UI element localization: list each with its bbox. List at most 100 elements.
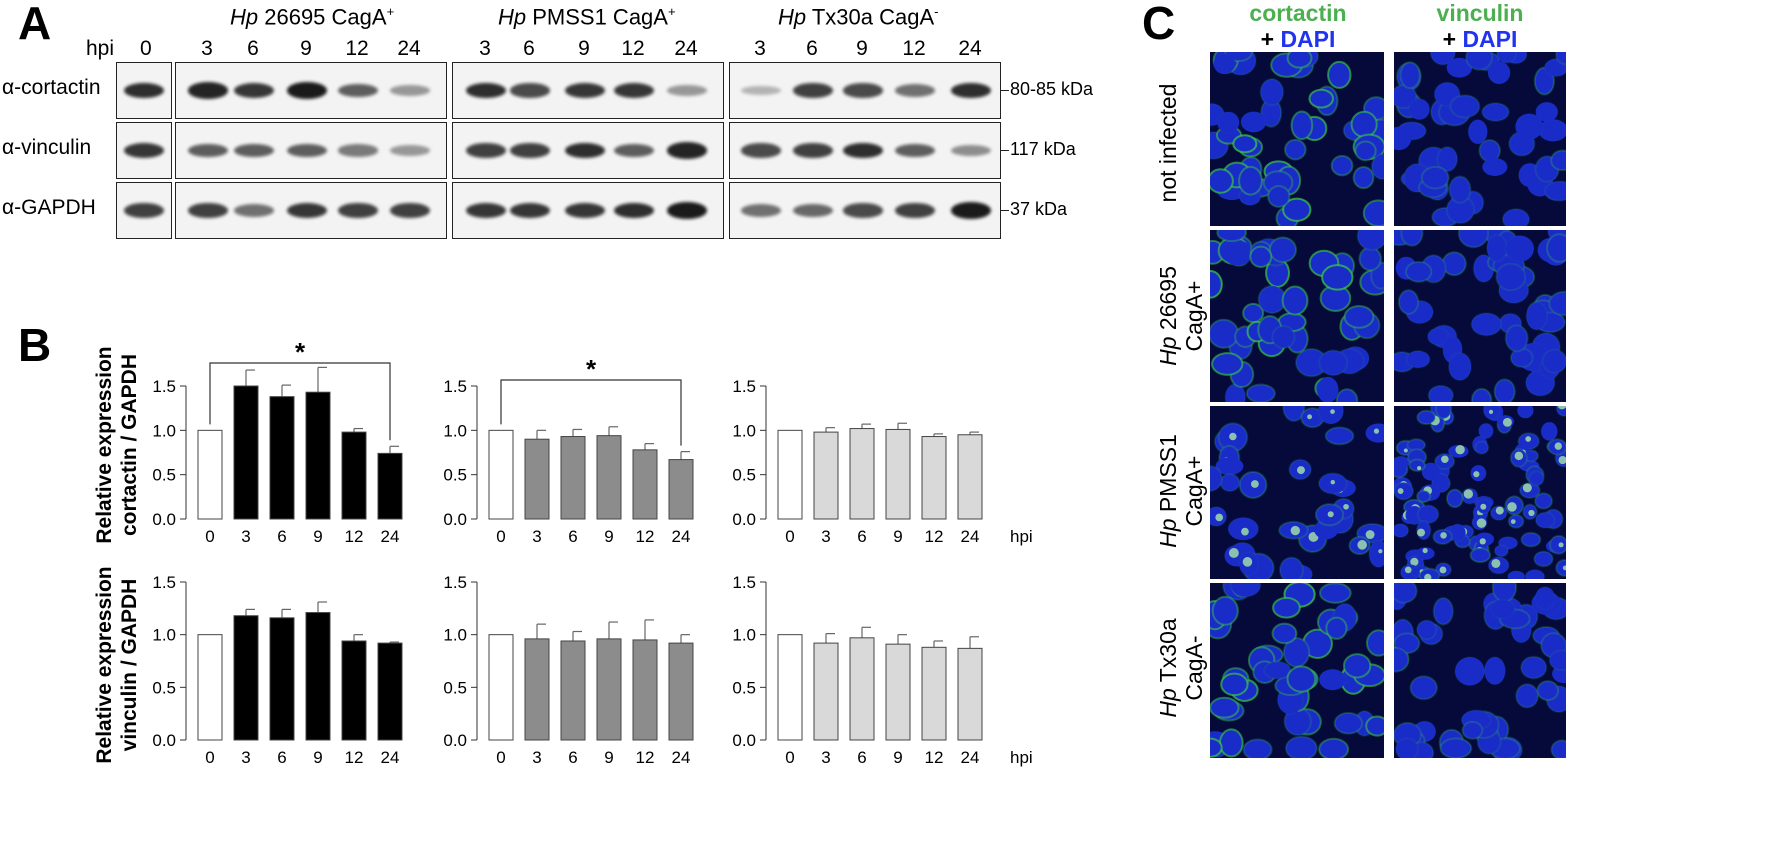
- blot-band: [466, 143, 506, 158]
- bar: [596, 638, 622, 741]
- blot-row-label: α-cortactin: [2, 76, 101, 99]
- micrograph: [1394, 406, 1566, 579]
- x-tick-label: 12: [345, 527, 364, 546]
- x-tick-label: 24: [961, 748, 980, 767]
- blot-band: [741, 143, 781, 158]
- column-header-cortactin: cortactin + DAPI: [1249, 0, 1347, 52]
- x-tick-label: 0: [205, 527, 214, 546]
- blot-box: [116, 62, 172, 119]
- column-header-vinculin: vinculin + DAPI: [1436, 0, 1524, 52]
- time-label: 9: [578, 37, 590, 60]
- time-label: 6: [523, 37, 535, 60]
- y-tick-label: 0.5: [152, 466, 176, 485]
- x-tick-label: 0: [205, 748, 214, 767]
- blot-band: [234, 82, 274, 99]
- bar: [524, 638, 550, 741]
- blot-band: [741, 204, 781, 217]
- y-tick-label: 1.5: [732, 573, 756, 592]
- bar-charts: 0.0 0.5 1.0 1.5 0 3 6 9 12 24 * 0.0 0.5 1.0 1.5 0 3 6 9 12 2…: [152, 337, 1033, 767]
- y-tick-label: 0.5: [732, 466, 756, 485]
- micrograph: [1394, 52, 1566, 226]
- bar: [957, 647, 983, 741]
- y-tick-label: 1.5: [443, 573, 467, 592]
- blot-band: [390, 145, 430, 156]
- x-unit-label: hpi: [1010, 527, 1033, 546]
- blot-band: [234, 143, 274, 158]
- blot-box: [116, 122, 172, 179]
- micrograph: [1394, 230, 1566, 402]
- blot-band: [188, 203, 228, 218]
- x-tick-label: 12: [636, 527, 655, 546]
- significance-bracket: [209, 362, 391, 441]
- marker-tick: [1000, 209, 1009, 211]
- time-label: 3: [479, 37, 491, 60]
- significance-star: *: [586, 354, 597, 384]
- x-tick-label: 6: [568, 748, 577, 767]
- scale-bar-label: 20 µm: [1500, 824, 1551, 844]
- x-tick-label: 0: [785, 527, 794, 546]
- blot-band: [510, 202, 550, 219]
- bar: [269, 396, 295, 520]
- time-label: 9: [856, 37, 868, 60]
- blot-band: [565, 202, 605, 219]
- blot-band: [510, 83, 550, 98]
- molecular-weight-label: 37 kDa: [1010, 199, 1068, 219]
- bar: [596, 435, 622, 520]
- blot-band: [565, 82, 605, 99]
- blot-box: [452, 122, 724, 179]
- blot-band: [338, 203, 378, 218]
- panel-label-a: A: [18, 0, 52, 49]
- x-tick-label: 9: [604, 527, 613, 546]
- x-tick-label: 24: [381, 527, 400, 546]
- micrograph-cells: [1210, 406, 1384, 579]
- blot-band: [234, 204, 274, 217]
- time-label: 12: [621, 37, 645, 60]
- bar: [777, 429, 803, 520]
- y-tick-label: 1.0: [732, 421, 756, 440]
- blot-band: [951, 202, 991, 219]
- panel-label-b: B: [18, 319, 52, 371]
- micrograph-cells: [1394, 230, 1566, 402]
- blot-band: [793, 143, 833, 158]
- x-tick-label: 24: [381, 748, 400, 767]
- blot-band: [390, 85, 430, 96]
- x-tick-label: 9: [313, 527, 322, 546]
- strain-header-26695: Hp 26695 CagA+: [230, 4, 395, 30]
- x-tick-label: 3: [532, 527, 541, 546]
- y-tick-label: 0.5: [732, 678, 756, 697]
- x-tick-label: 3: [821, 527, 830, 546]
- x-tick-label: 3: [532, 748, 541, 767]
- y-tick-label: 1.0: [732, 626, 756, 645]
- bar: [957, 434, 983, 520]
- blot-band: [741, 85, 781, 96]
- y-tick-label: 1.5: [443, 377, 467, 396]
- blot-band: [466, 82, 506, 99]
- x-tick-label: 3: [821, 748, 830, 767]
- bar: [921, 436, 947, 520]
- x-tick-label: 0: [785, 748, 794, 767]
- bar: [777, 634, 803, 741]
- blot-band: [667, 142, 707, 159]
- blot-band: [390, 203, 430, 218]
- bar: [269, 617, 295, 741]
- control-time-label: 0: [140, 37, 152, 60]
- bar: [197, 634, 223, 741]
- bar: [849, 637, 875, 741]
- y-tick-label: 1.0: [152, 421, 176, 440]
- bar: [341, 640, 367, 741]
- blot-band: [843, 83, 883, 98]
- x-tick-label: 6: [857, 748, 866, 767]
- x-tick-label: 3: [241, 527, 250, 546]
- bar: [885, 643, 911, 741]
- blot-band: [843, 142, 883, 159]
- strain-header-pmss1: Hp PMSS1 CagA+: [498, 4, 676, 30]
- y-tick-label: 0.0: [732, 510, 756, 529]
- blot-band: [287, 202, 327, 219]
- panel-label-c: C: [1142, 0, 1176, 49]
- x-tick-label: 0: [496, 527, 505, 546]
- x-tick-label: 6: [568, 527, 577, 546]
- time-label: 12: [345, 37, 369, 60]
- y-tick-label: 1.0: [152, 626, 176, 645]
- hpi-label: hpi: [86, 37, 115, 60]
- bar: [668, 459, 694, 520]
